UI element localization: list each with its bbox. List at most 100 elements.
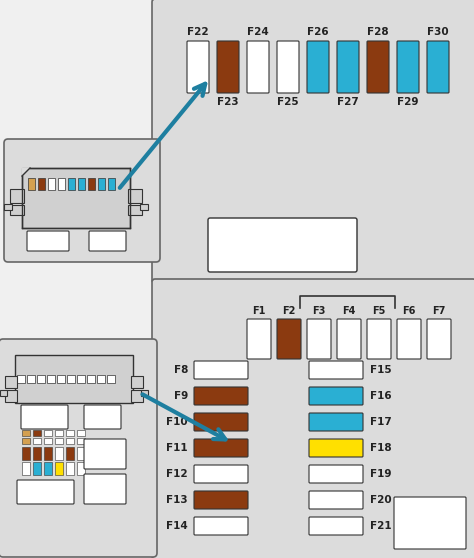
Bar bbox=[108, 178, 115, 190]
Bar bbox=[17, 375, 25, 383]
FancyBboxPatch shape bbox=[309, 413, 363, 431]
FancyBboxPatch shape bbox=[367, 41, 389, 93]
Bar bbox=[88, 178, 95, 190]
FancyBboxPatch shape bbox=[394, 497, 466, 549]
FancyBboxPatch shape bbox=[152, 0, 474, 283]
Text: F17: F17 bbox=[370, 417, 392, 427]
Bar bbox=[5, 376, 17, 388]
FancyBboxPatch shape bbox=[277, 319, 301, 359]
FancyBboxPatch shape bbox=[307, 41, 329, 93]
FancyBboxPatch shape bbox=[194, 517, 248, 535]
FancyBboxPatch shape bbox=[397, 319, 421, 359]
Text: F20: F20 bbox=[370, 495, 392, 505]
Bar bbox=[22, 447, 30, 460]
Bar bbox=[10, 189, 24, 203]
Bar bbox=[22, 168, 130, 228]
Bar bbox=[97, 375, 105, 383]
Text: F22: F22 bbox=[187, 27, 209, 37]
Bar bbox=[140, 204, 148, 210]
Bar bbox=[77, 438, 85, 444]
Bar bbox=[22, 438, 30, 444]
Bar bbox=[131, 376, 143, 388]
Bar bbox=[48, 178, 55, 190]
FancyBboxPatch shape bbox=[152, 279, 474, 558]
FancyBboxPatch shape bbox=[217, 41, 239, 93]
Bar bbox=[33, 462, 41, 475]
FancyBboxPatch shape bbox=[309, 465, 363, 483]
Text: F27: F27 bbox=[337, 97, 359, 107]
Bar bbox=[77, 447, 85, 460]
Bar bbox=[107, 375, 115, 383]
FancyBboxPatch shape bbox=[309, 387, 363, 405]
FancyBboxPatch shape bbox=[309, 361, 363, 379]
FancyBboxPatch shape bbox=[277, 41, 299, 93]
FancyBboxPatch shape bbox=[17, 480, 74, 504]
Bar bbox=[77, 462, 85, 475]
Text: F26: F26 bbox=[307, 27, 329, 37]
FancyBboxPatch shape bbox=[309, 439, 363, 457]
FancyBboxPatch shape bbox=[208, 218, 357, 272]
Bar bbox=[66, 438, 74, 444]
Bar bbox=[128, 205, 142, 215]
Bar bbox=[87, 375, 95, 383]
Bar bbox=[22, 462, 30, 475]
Polygon shape bbox=[22, 168, 30, 176]
Text: F9: F9 bbox=[174, 391, 188, 401]
FancyBboxPatch shape bbox=[194, 439, 248, 457]
Bar bbox=[33, 438, 41, 444]
Bar bbox=[0, 390, 7, 396]
Bar bbox=[27, 375, 35, 383]
FancyBboxPatch shape bbox=[4, 139, 160, 262]
Text: F21: F21 bbox=[370, 521, 392, 531]
Bar bbox=[4, 204, 12, 210]
FancyBboxPatch shape bbox=[187, 41, 209, 93]
Bar bbox=[37, 375, 45, 383]
FancyBboxPatch shape bbox=[194, 361, 248, 379]
FancyBboxPatch shape bbox=[194, 413, 248, 431]
FancyBboxPatch shape bbox=[337, 41, 359, 93]
FancyBboxPatch shape bbox=[84, 439, 126, 469]
Text: F16: F16 bbox=[370, 391, 392, 401]
Text: F10: F10 bbox=[166, 417, 188, 427]
FancyBboxPatch shape bbox=[427, 319, 451, 359]
Text: F15: F15 bbox=[370, 365, 392, 375]
Text: F1: F1 bbox=[252, 306, 266, 316]
Text: F24: F24 bbox=[247, 27, 269, 37]
FancyBboxPatch shape bbox=[194, 465, 248, 483]
Text: F19: F19 bbox=[370, 469, 392, 479]
FancyBboxPatch shape bbox=[427, 41, 449, 93]
Text: F12: F12 bbox=[166, 469, 188, 479]
FancyBboxPatch shape bbox=[307, 319, 331, 359]
Text: F8: F8 bbox=[173, 365, 188, 375]
Bar bbox=[68, 178, 75, 190]
Text: F4: F4 bbox=[342, 306, 356, 316]
FancyBboxPatch shape bbox=[84, 405, 121, 429]
Text: F28: F28 bbox=[367, 27, 389, 37]
Text: F3: F3 bbox=[312, 306, 326, 316]
Bar bbox=[58, 178, 65, 190]
Bar bbox=[28, 178, 35, 190]
Bar bbox=[38, 178, 45, 190]
Bar bbox=[33, 430, 41, 436]
FancyBboxPatch shape bbox=[194, 491, 248, 509]
Bar bbox=[128, 189, 142, 203]
FancyBboxPatch shape bbox=[247, 41, 269, 93]
FancyBboxPatch shape bbox=[367, 319, 391, 359]
Text: F25: F25 bbox=[277, 97, 299, 107]
Bar bbox=[66, 462, 74, 475]
Text: F29: F29 bbox=[397, 97, 419, 107]
Bar bbox=[55, 462, 63, 475]
Bar bbox=[5, 390, 17, 402]
Bar bbox=[77, 430, 85, 436]
Text: F7: F7 bbox=[432, 306, 446, 316]
Text: F23: F23 bbox=[217, 97, 239, 107]
FancyBboxPatch shape bbox=[397, 41, 419, 93]
Bar bbox=[77, 375, 85, 383]
Text: F14: F14 bbox=[166, 521, 188, 531]
Bar bbox=[141, 390, 148, 396]
Text: F5: F5 bbox=[372, 306, 386, 316]
Text: F6: F6 bbox=[402, 306, 416, 316]
Bar bbox=[10, 205, 24, 215]
Bar bbox=[55, 430, 63, 436]
FancyBboxPatch shape bbox=[21, 405, 68, 429]
